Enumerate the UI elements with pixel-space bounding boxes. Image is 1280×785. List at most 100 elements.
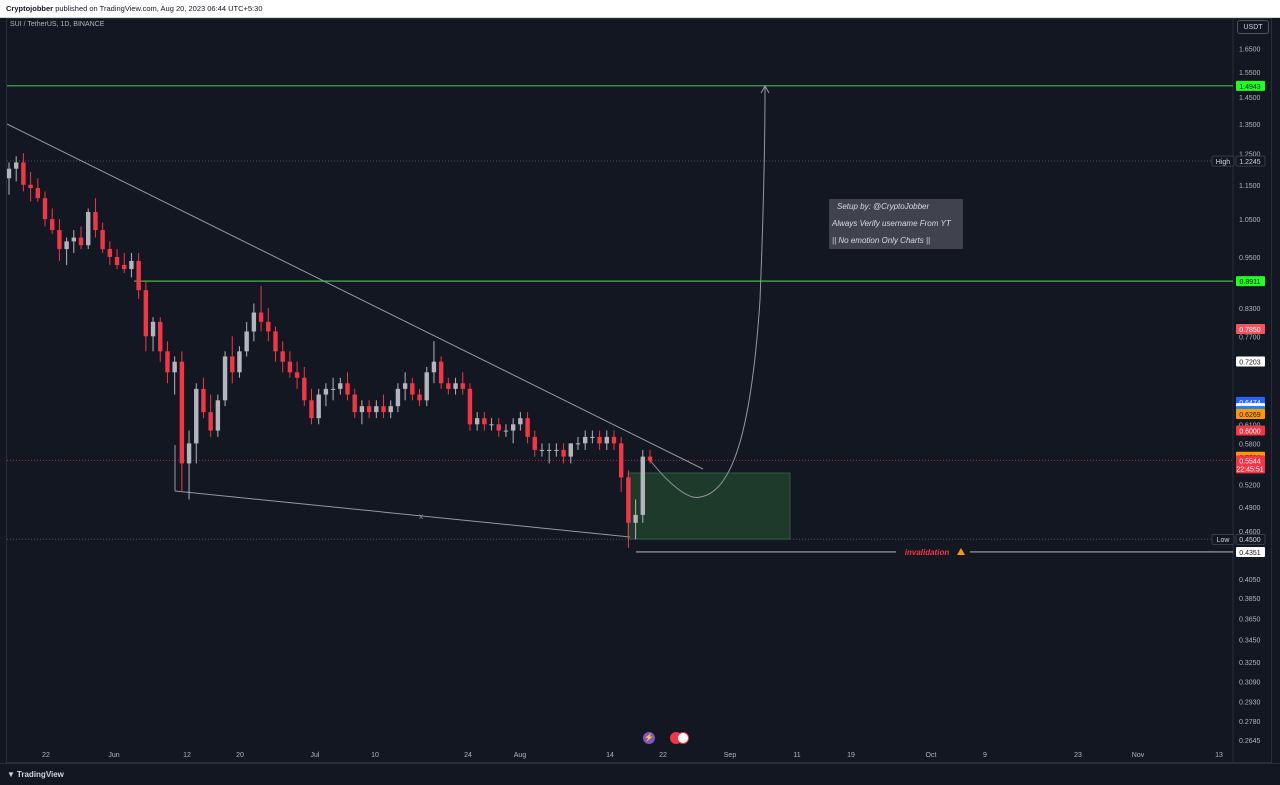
candle-body[interactable] [539,449,545,451]
candle-body[interactable] [309,400,314,419]
candle-body[interactable] [179,361,185,464]
candle-body[interactable] [114,256,120,265]
candle-body[interactable] [6,168,12,179]
candle-body[interactable] [575,443,581,445]
candle-body[interactable] [410,383,415,395]
candle-body[interactable] [597,436,602,444]
descending-trendline[interactable] [6,123,704,470]
candle-body[interactable] [42,198,48,220]
candle-body[interactable] [525,418,530,437]
candle-body[interactable] [503,430,509,432]
candle-body[interactable] [186,443,192,464]
candle-body[interactable] [438,361,444,384]
candle-body[interactable] [582,436,588,444]
candle-body[interactable] [78,237,84,246]
candle-body[interactable] [57,230,62,250]
candle-body[interactable] [395,388,401,407]
candle-body[interactable] [590,436,595,438]
candle-body[interactable] [251,312,257,332]
candle-body[interactable] [107,249,113,257]
candle-body[interactable] [273,331,278,352]
candle-body[interactable] [647,456,653,461]
candle-body[interactable] [93,212,98,231]
candle-body[interactable] [561,449,566,457]
candle-body[interactable] [359,406,365,413]
candle-body[interactable] [345,383,350,395]
candle-body[interactable] [50,219,55,231]
candle-body[interactable] [431,361,437,373]
candle-body[interactable] [136,260,141,291]
candle-body[interactable] [35,188,41,199]
candle-body[interactable] [21,162,26,185]
candle-body[interactable] [287,361,293,373]
candle-body[interactable] [611,436,617,444]
candle-body[interactable] [302,377,307,401]
candle-body[interactable] [568,443,573,457]
candle-body[interactable] [604,436,609,444]
candle-body[interactable] [417,394,422,401]
candle-body[interactable] [316,394,321,419]
candle-body[interactable] [143,290,149,337]
projection-curve[interactable] [648,86,766,498]
candle-body[interactable] [150,321,156,337]
candle-body[interactable] [330,388,336,390]
entry-zone-box[interactable] [627,472,791,540]
candle-body[interactable] [28,184,33,189]
candle-body[interactable] [194,388,199,444]
candle-body[interactable] [208,412,213,431]
candle-body[interactable] [230,356,235,373]
candle-body[interactable] [424,372,429,401]
candle-body[interactable] [237,351,242,373]
candle-body[interactable] [467,388,473,425]
dividend-event-icon[interactable]: ⚡ [643,732,655,744]
candle-body[interactable] [294,372,300,378]
candle-body[interactable] [633,514,638,523]
candle-body[interactable] [546,449,552,451]
candle-body[interactable] [446,383,451,389]
candle-body[interactable] [172,361,177,373]
candle-body[interactable] [489,424,494,426]
flag-event-icon-2[interactable] [677,732,689,744]
candle-body[interactable] [266,321,271,332]
candle-body[interactable] [374,406,379,413]
candle-body[interactable] [460,383,465,389]
candle-body[interactable] [14,162,19,169]
candle-body[interactable] [554,449,559,451]
candle-body[interactable] [280,351,285,362]
candle-body[interactable] [453,383,458,389]
candle-body[interactable] [532,436,537,450]
candle-body[interactable] [388,406,393,413]
candle-body[interactable] [352,394,357,413]
candle-body[interactable] [640,456,645,515]
candle-body[interactable] [122,264,127,270]
candle-body[interactable] [496,424,501,431]
candle-body[interactable] [100,230,105,250]
candle-body[interactable] [338,383,343,389]
candle-body[interactable] [129,260,134,270]
candle-body[interactable] [165,351,170,373]
candle-body[interactable] [510,424,516,431]
candle-body[interactable] [618,443,624,478]
candle-body[interactable] [518,418,523,425]
candle-body[interactable] [201,388,206,413]
candle-body[interactable] [64,241,69,250]
currency-button[interactable]: USDT [1237,20,1269,34]
candle-body[interactable] [474,418,480,425]
candle-body[interactable] [381,406,386,413]
candle-body[interactable] [258,312,264,322]
candle-body[interactable] [71,237,77,242]
tradingview-logo[interactable]: ▼ TradingView [7,770,64,779]
support-trendline[interactable] [174,490,631,538]
candle-body[interactable] [482,418,487,425]
candle-body[interactable] [215,400,221,431]
candle-body[interactable] [158,321,163,352]
candle-body[interactable] [626,477,631,523]
candle-body[interactable] [402,383,408,389]
candle-body[interactable] [366,406,372,413]
candle-body[interactable] [86,212,91,246]
candle-body[interactable] [244,331,249,352]
candle-body[interactable] [222,356,228,401]
setup-note[interactable]: Setup by: @CryptoJobber Always Verify us… [829,199,963,249]
candle-body[interactable] [323,388,329,395]
